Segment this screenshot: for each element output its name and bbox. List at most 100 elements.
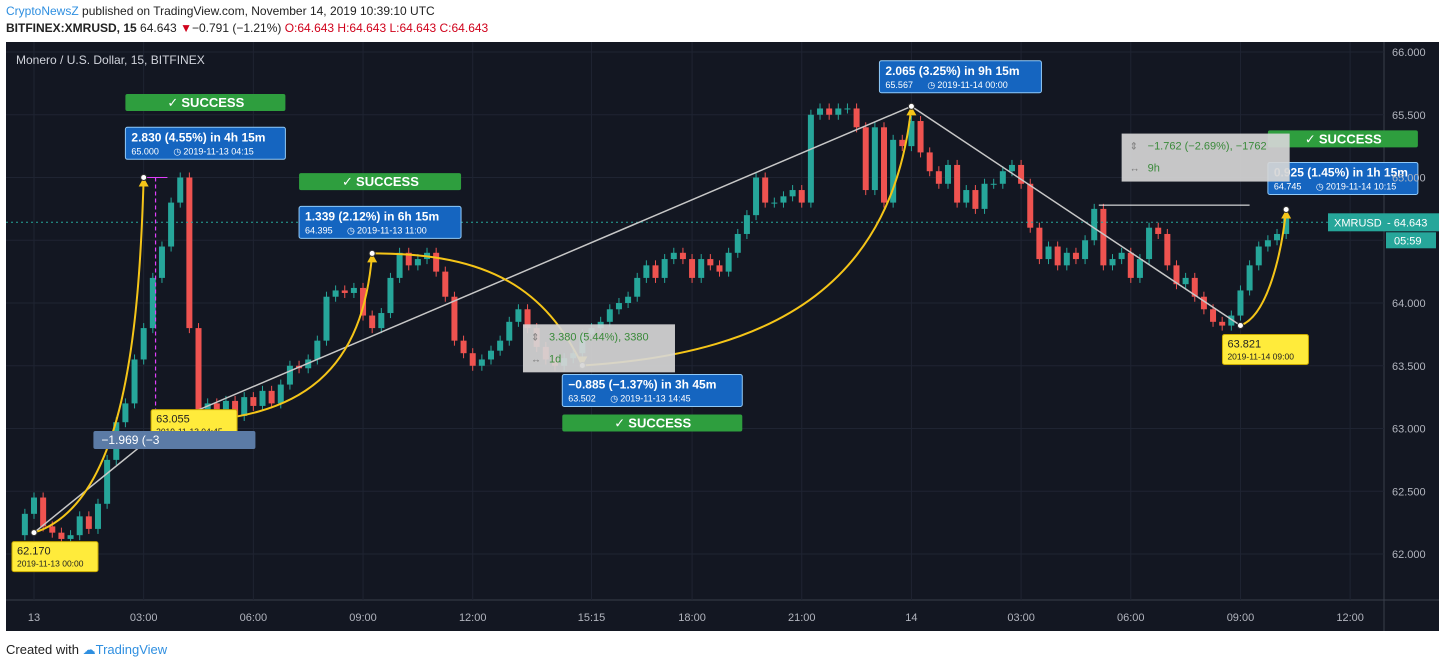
check-icon: ✓ [167,95,178,110]
x-tick-label: 12:00 [459,612,487,624]
y-tick-label: 63.500 [1392,361,1426,373]
success-badge-bg [299,173,462,191]
candle-down [268,390,275,404]
range-box-bottom: 1d [549,353,561,365]
info-box-bg [878,60,1042,94]
candle-down [762,177,769,203]
p-63821[interactable] [1236,321,1244,329]
candle-down [707,259,714,266]
label-time: 2019-11-14 09:00 [1227,351,1294,361]
success-badge[interactable]: ✓ SUCCESS [299,173,462,191]
info-box-main: −0.885 (−1.37%) in 3h 45m [568,378,716,392]
candle-down [935,171,942,184]
candle-up [1264,240,1271,247]
success-text: SUCCESS [1319,131,1382,146]
info-box-main: 2.065 (3.25%) in 9h 15m [885,64,1019,78]
range-box-bottom: 9h [1148,163,1160,175]
y-tick-label: 65.000 [1392,173,1426,185]
candle-up [643,265,650,278]
range-box-top: −1.762 (−2.69%), −1762 [1148,141,1267,153]
projection-curve[interactable] [1240,209,1288,327]
candle-down [405,252,412,266]
published-text: published on TradingView.com, November 1… [82,4,435,18]
x-tick-label: 14 [905,612,917,624]
drop-label-text: −1.969 (−3 [101,433,159,447]
measure-info-box[interactable]: 0.925 (1.45%) in 1h 15m 64.745 ◷ 2019-11-14… [1267,161,1419,195]
info-box-bg [298,205,462,239]
p-65000[interactable] [140,174,148,181]
y-tick-label: 64.000 [1392,298,1426,310]
candle-down [1155,227,1162,234]
publisher-link[interactable]: CryptoNewsZ [6,4,79,18]
p-64745[interactable] [1282,206,1290,214]
price-axis[interactable] [1384,42,1439,631]
candle-down [917,121,924,153]
candle-up [807,114,814,203]
trendline[interactable] [33,105,1241,534]
measure-info-box[interactable]: 2.065 (3.25%) in 9h 15m 65.567 ◷ 2019-11-14… [878,60,1042,94]
info-box-price: 64.745 [1274,181,1302,191]
x-tick-label: 12:00 [1336,612,1364,624]
check-icon: ✓ [614,416,625,431]
success-badge[interactable]: ✓ SUCCESS [562,414,743,432]
info-box-price: 65.000 [131,146,159,156]
p-65567[interactable] [907,102,915,110]
tradingview-logo-icon[interactable]: ☁ [82,642,96,657]
candle-up [323,296,330,341]
candle-down [881,127,888,203]
x-tick-label: 06:00 [240,612,268,624]
drop-label[interactable]: −1.969 (−3 [93,431,256,450]
curve-arrow-icon [138,177,149,187]
candle-up [817,108,824,115]
candle-up [999,171,1006,184]
curve-arrow-icon [1281,209,1292,219]
range-time-icon: ↔ [531,354,541,365]
success-badge[interactable]: ✓ SUCCESS [125,94,286,112]
x-tick-label: 03:00 [130,612,158,624]
candle-up [1237,290,1244,316]
candle-down [186,177,193,329]
candle-down [826,108,833,115]
range-box[interactable]: ⇕ 3.380 (5.44%), 3380 ↔ 1d [522,324,675,373]
countdown-value: 05:59 [1394,235,1422,247]
candle-up [158,246,165,278]
candle-up [94,503,101,529]
candle-up [1063,252,1070,266]
candle-up [104,459,111,504]
info-box-time: 2019-11-13 04:15 [183,146,253,156]
x-tick-label: 03:00 [1007,612,1035,624]
candle-up [378,313,385,329]
candle-up [387,277,394,314]
measure-info-box[interactable]: 1.339 (2.12%) in 6h 15m 64.395 ◷ 2019-11-13… [298,205,462,239]
measure-info-box[interactable]: 2.830 (4.55%) in 4h 15m 65.000 ◷ 2019-11-13… [124,126,286,160]
candle-up [259,390,266,406]
label-time: 2019-11-13 00:00 [17,559,84,569]
last-price: 64.643 [140,21,177,35]
candle-down [1036,227,1043,260]
success-badge[interactable]: ✓ SUCCESS [1267,130,1418,148]
p-62170[interactable] [30,529,38,537]
candle-down [1219,321,1226,326]
projection-curve[interactable] [33,177,145,534]
info-box-main: 2.830 (4.55%) in 4h 15m [131,130,265,144]
candle-up [871,127,878,191]
info-box-time: 2019-11-14 00:00 [937,80,1007,90]
candle-down [972,190,979,209]
candle-down [1164,233,1171,266]
candle-up [1091,208,1098,241]
chart-title: Monero / U.S. Dollar, 15, BITFINEX [16,53,205,67]
candle-up [1255,246,1262,266]
range-box[interactable]: ⇕ −1.762 (−2.69%), −1762 ↔ 9h [1121,133,1290,182]
p-64395[interactable] [368,249,376,257]
info-box-bg [561,374,743,408]
measure-info-box[interactable]: −0.885 (−1.37%) in 3h 45m 63.502 ◷ 2019-11-… [561,374,743,408]
current-price-value: - 64.643 [1387,217,1427,229]
success-badge-bg [125,94,286,112]
label-price: 63.821 [1227,338,1261,350]
tradingview-brand[interactable]: TradingView [95,642,168,657]
footer: Created with ☁TradingView [6,642,167,658]
